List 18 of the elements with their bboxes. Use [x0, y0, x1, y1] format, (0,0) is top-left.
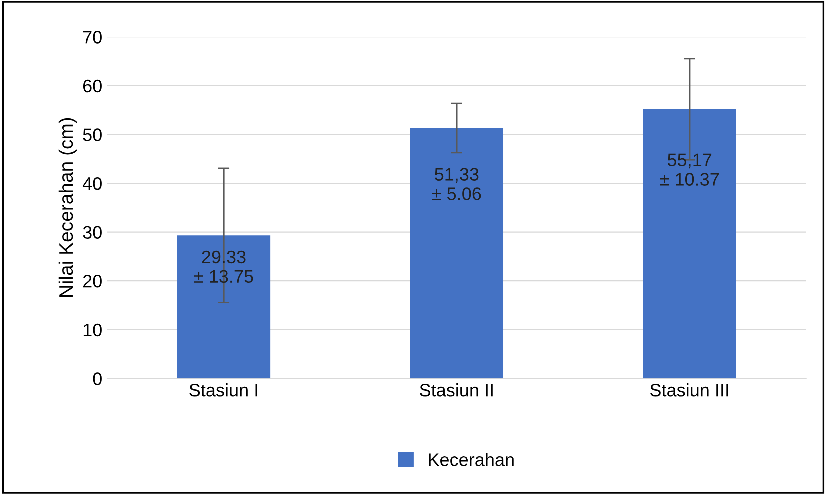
- y-axis-title: Nilai Kecerahan (cm): [58, 118, 78, 298]
- bar: [177, 236, 271, 379]
- data-label: 55,17 ± 10.37: [660, 154, 720, 186]
- y-tick-label: 70: [83, 31, 102, 44]
- x-tick-label: Stasiun I: [190, 384, 258, 397]
- data-label: 51,33 ± 5.06: [432, 168, 482, 200]
- y-tick-label: 60: [83, 80, 102, 93]
- x-tick-label: Stasiun III: [650, 384, 728, 397]
- x-tick-label: Stasiun II: [420, 384, 493, 397]
- y-tick-label: 0: [93, 372, 102, 386]
- y-tick-label: 10: [84, 324, 102, 337]
- y-tick-label: 40: [82, 177, 102, 190]
- y-tick-label: 20: [83, 275, 102, 288]
- bar: [410, 128, 504, 379]
- y-tick-label: 50: [83, 128, 102, 142]
- legend-label: Kecerahan: [429, 453, 514, 466]
- bar: [643, 109, 736, 379]
- y-tick-label: 30: [83, 226, 102, 240]
